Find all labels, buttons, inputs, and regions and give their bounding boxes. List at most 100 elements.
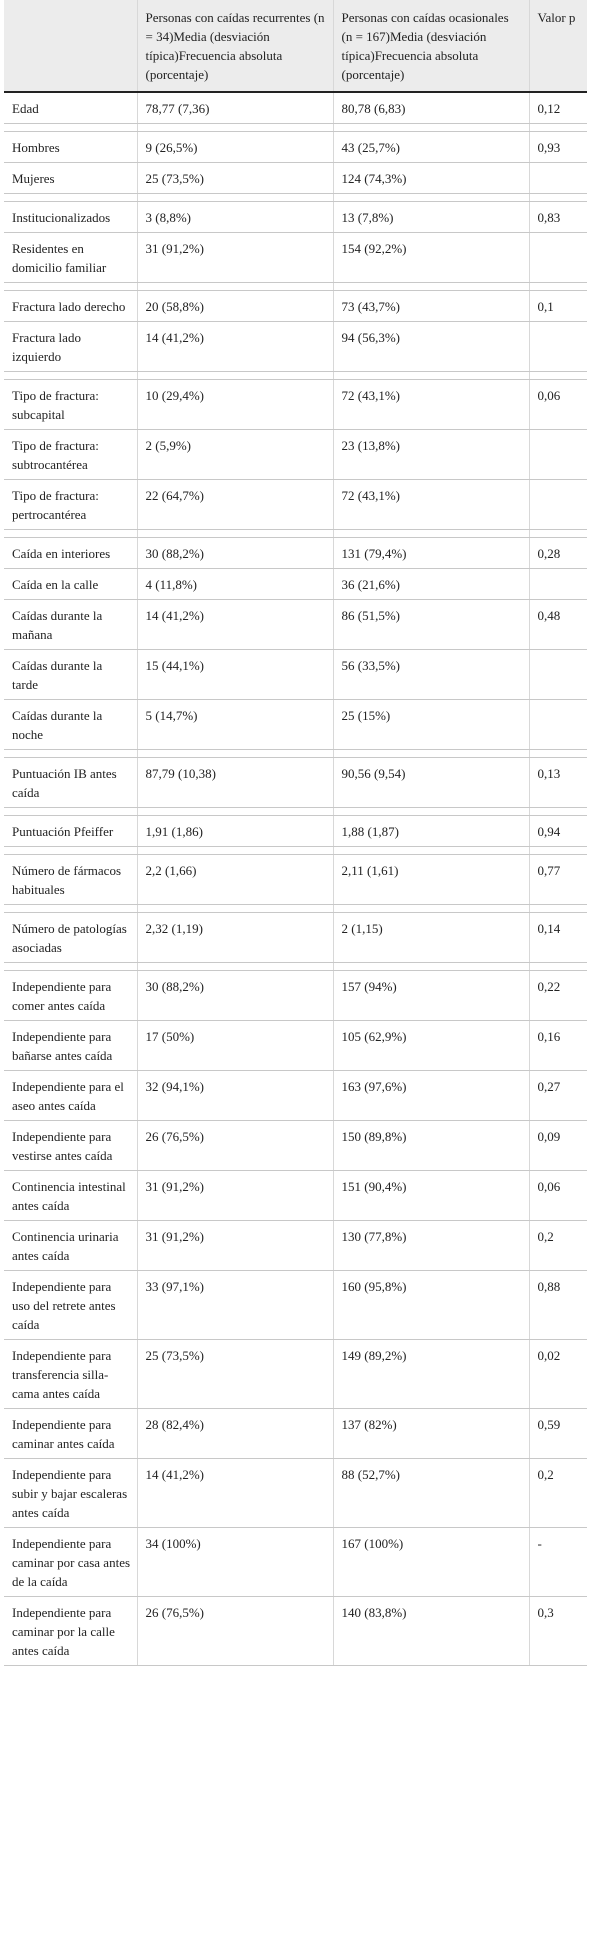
- data-table: Personas con caídas recurrentes (n = 34)…: [4, 0, 587, 1666]
- spacer-cell: [4, 749, 137, 758]
- cell-p-value: 0,14: [528, 912, 587, 963]
- spacer-cell: [4, 807, 137, 816]
- cell-p-value: 0,77: [528, 854, 587, 905]
- group-spacer: [4, 371, 587, 380]
- table-row: Independiente para caminar antes caída 28…: [4, 1408, 587, 1459]
- cell-variable: Independiente para caminar por la calle …: [4, 1596, 137, 1666]
- table-row: Tipo de fractura: pertrocantérea 22 (64,7…: [4, 479, 587, 530]
- cell-occasional: 105 (62,9%): [332, 1020, 529, 1071]
- cell-occasional: 163 (97,6%): [332, 1070, 529, 1121]
- cell-recurrent: 31 (91,2%): [136, 1170, 333, 1221]
- cell-p-value: [528, 232, 587, 283]
- table-row: Tipo de fractura: subcapital 10 (29,4%) 72…: [4, 379, 587, 430]
- header-cell-p-value: Valor p: [528, 0, 587, 93]
- cell-variable: Caídas durante la noche: [4, 699, 137, 750]
- table-row: Tipo de fractura: subtrocantérea 2 (5,9%)…: [4, 429, 587, 480]
- cell-variable: Independiente para transferencia silla-c…: [4, 1339, 137, 1409]
- cell-occasional: 56 (33,5%): [332, 649, 529, 700]
- cell-occasional: 72 (43,1%): [332, 379, 529, 430]
- cell-p-value: [528, 429, 587, 480]
- cell-occasional: 157 (94%): [332, 970, 529, 1021]
- cell-recurrent: 17 (50%): [136, 1020, 333, 1071]
- table-row: Independiente para el aseo antes caída 32…: [4, 1070, 587, 1121]
- group-spacer: [4, 749, 587, 758]
- table-row: Caídas durante la mañana 14 (41,2%) 86 (51…: [4, 599, 587, 650]
- spacer-cell: [528, 123, 587, 132]
- group-spacer: [4, 529, 587, 538]
- cell-variable: Hombres: [4, 131, 137, 163]
- cell-occasional: 13 (7,8%): [332, 201, 529, 233]
- cell-variable: Continencia urinaria antes caída: [4, 1220, 137, 1271]
- spacer-cell: [136, 846, 333, 855]
- table-header: Personas con caídas recurrentes (n = 34)…: [4, 0, 587, 93]
- cell-recurrent: 34 (100%): [136, 1527, 333, 1597]
- spacer-cell: [4, 529, 137, 538]
- cell-variable: Número de fármacos habituales: [4, 854, 137, 905]
- cell-recurrent: 14 (41,2%): [136, 599, 333, 650]
- cell-occasional: 124 (74,3%): [332, 162, 529, 194]
- cell-variable: Tipo de fractura: pertrocantérea: [4, 479, 137, 530]
- spacer-cell: [528, 904, 587, 913]
- table-row: Independiente para comer antes caída 30 (…: [4, 970, 587, 1021]
- cell-p-value: 0,48: [528, 599, 587, 650]
- cell-recurrent: 10 (29,4%): [136, 379, 333, 430]
- cell-occasional: 25 (15%): [332, 699, 529, 750]
- cell-p-value: 0,2: [528, 1220, 587, 1271]
- cell-occasional: 130 (77,8%): [332, 1220, 529, 1271]
- table-row: Independiente para caminar por la calle …: [4, 1596, 587, 1666]
- cell-p-value: 0,02: [528, 1339, 587, 1409]
- cell-variable: Fractura lado derecho: [4, 290, 137, 322]
- cell-recurrent: 26 (76,5%): [136, 1120, 333, 1171]
- cell-recurrent: 25 (73,5%): [136, 162, 333, 194]
- cell-variable: Independiente para vestirse antes caída: [4, 1120, 137, 1171]
- spacer-cell: [4, 282, 137, 291]
- spacer-cell: [332, 846, 529, 855]
- cell-p-value: 0,12: [528, 92, 587, 124]
- spacer-cell: [4, 371, 137, 380]
- spacer-cell: [136, 371, 333, 380]
- cell-variable: Residentes en domicilio familiar: [4, 232, 137, 283]
- spacer-cell: [528, 846, 587, 855]
- spacer-cell: [528, 282, 587, 291]
- cell-occasional: 2,11 (1,61): [332, 854, 529, 905]
- cell-variable: Número de patologías asociadas: [4, 912, 137, 963]
- spacer-cell: [332, 807, 529, 816]
- table-row: Independiente para vestirse antes caída 2…: [4, 1120, 587, 1171]
- spacer-cell: [4, 904, 137, 913]
- cell-recurrent: 78,77 (7,36): [136, 92, 333, 124]
- spacer-cell: [332, 962, 529, 971]
- cell-variable: Independiente para comer antes caída: [4, 970, 137, 1021]
- cell-occasional: 86 (51,5%): [332, 599, 529, 650]
- cell-p-value: 0,59: [528, 1408, 587, 1459]
- spacer-cell: [136, 749, 333, 758]
- cell-p-value: [528, 568, 587, 600]
- cell-occasional: 1,88 (1,87): [332, 815, 529, 847]
- cell-occasional: 72 (43,1%): [332, 479, 529, 530]
- cell-p-value: 0,94: [528, 815, 587, 847]
- cell-occasional: 73 (43,7%): [332, 290, 529, 322]
- spacer-cell: [528, 193, 587, 202]
- table-row: Mujeres 25 (73,5%) 124 (74,3%): [4, 162, 587, 194]
- cell-occasional: 88 (52,7%): [332, 1458, 529, 1528]
- cell-occasional: 36 (21,6%): [332, 568, 529, 600]
- cell-p-value: 0,28: [528, 537, 587, 569]
- header-cell-occasional: Personas con caídas ocasionales (n = 167…: [332, 0, 529, 93]
- cell-recurrent: 14 (41,2%): [136, 321, 333, 372]
- cell-variable: Caída en interiores: [4, 537, 137, 569]
- cell-occasional: 2 (1,15): [332, 912, 529, 963]
- cell-variable: Caída en la calle: [4, 568, 137, 600]
- table-row: Caídas durante la noche 5 (14,7%) 25 (15%): [4, 699, 587, 750]
- spacer-cell: [136, 904, 333, 913]
- cell-variable: Puntuación IB antes caída: [4, 757, 137, 808]
- group-spacer: [4, 904, 587, 913]
- cell-variable: Caídas durante la mañana: [4, 599, 137, 650]
- cell-recurrent: 2,32 (1,19): [136, 912, 333, 963]
- cell-recurrent: 87,79 (10,38): [136, 757, 333, 808]
- cell-p-value: 0,06: [528, 379, 587, 430]
- table-row: Fractura lado izquierdo 14 (41,2%) 94 (56,…: [4, 321, 587, 372]
- header-row: Personas con caídas recurrentes (n = 34)…: [4, 0, 587, 93]
- cell-p-value: 0,83: [528, 201, 587, 233]
- cell-p-value: [528, 479, 587, 530]
- cell-variable: Independiente para caminar por casa ante…: [4, 1527, 137, 1597]
- table-row: Edad 78,77 (7,36) 80,78 (6,83) 0,12: [4, 92, 587, 124]
